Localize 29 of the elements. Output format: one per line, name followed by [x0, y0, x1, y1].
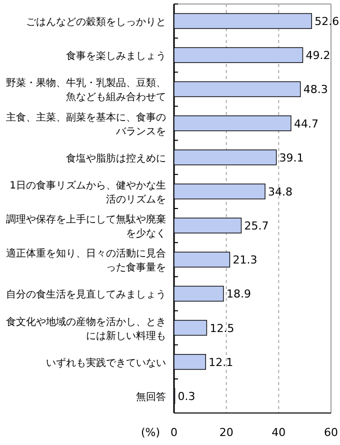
x-tick-label: 20: [219, 426, 234, 439]
y-tick-label: ごはんなどの穀類をしっかりと: [26, 16, 166, 28]
y-tick-label: 食事を楽しみましょう: [66, 50, 166, 62]
data-label: 0.3: [178, 390, 196, 403]
data-label: 18.9: [226, 288, 251, 301]
x-tick-label: 60: [324, 426, 338, 439]
x-tick-label: 0: [170, 426, 178, 439]
y-tick-label: 調理や保存を上手にして無駄や廃棄を少なく: [6, 214, 166, 240]
data-label: 21.3: [232, 254, 258, 267]
data-label: 34.8: [268, 185, 293, 198]
data-label: 44.7: [294, 117, 318, 130]
y-tick-label: 野菜・果物、牛乳・乳製品、豆類、魚なども組み合わせて: [6, 77, 166, 104]
y-tick-label: 食文化や地域の産物を活かし、ときには新しい料理も: [6, 316, 166, 342]
y-tick-label: 自分の食生活を見直してみましょう: [6, 288, 166, 301]
data-label: 12.1: [208, 356, 234, 369]
y-tick-label: いずれも実践できていない: [46, 356, 166, 369]
y-tick-label: 1日の食事リズムから、健やかな生活のリズムを: [10, 179, 166, 206]
x-tick-label: 40: [272, 426, 286, 439]
y-tick-label: 食塩や脂肪は控えめに: [66, 152, 166, 164]
x-axis-title: (%): [140, 426, 160, 439]
data-label: 52.6: [314, 15, 340, 28]
data-label: 48.3: [303, 83, 328, 96]
data-label: 25.7: [244, 220, 269, 233]
data-label: 39.1: [279, 151, 304, 164]
data-label: 12.5: [210, 322, 234, 335]
data-label: 49.2: [306, 49, 330, 62]
y-tick-label: 適正体重を知り、日々の活動に見合った食事量を: [6, 248, 166, 274]
y-tick-label: 無回答: [136, 390, 166, 403]
y-tick-label: 主食、主菜、副菜を基本に、食事のバランスを: [6, 111, 166, 138]
